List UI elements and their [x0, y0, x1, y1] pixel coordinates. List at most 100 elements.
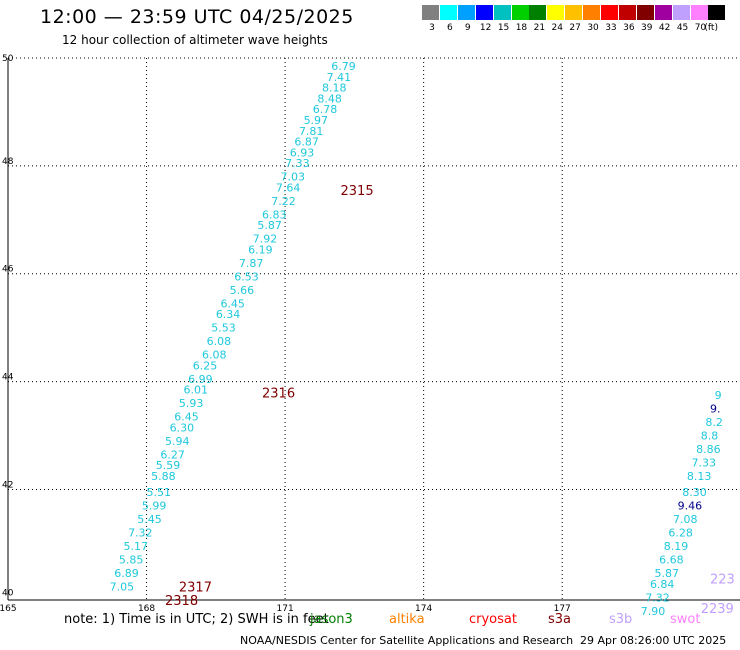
data-point-label: 6.78: [313, 103, 338, 116]
legend-swatch: [618, 5, 636, 20]
data-point-label: 6.25: [193, 359, 218, 372]
data-point-label: 7.22: [271, 195, 296, 208]
legend-label: (ft): [704, 23, 718, 33]
legend-label: 15: [497, 23, 510, 33]
data-point-label: 7.08: [673, 513, 698, 526]
data-point-label: 6.83: [262, 208, 287, 221]
page-title: 12:00 — 23:59 UTC 04/25/2025: [40, 6, 354, 28]
legend-swatch: [475, 5, 493, 20]
data-point-label: 9.: [710, 403, 721, 416]
data-point-label: 6.68: [659, 554, 684, 567]
satellite-label-swot: swot: [670, 612, 701, 627]
data-point-label: 7.32: [645, 591, 670, 604]
data-point-label: 6.45: [220, 297, 245, 310]
x-tick-label: 168: [138, 604, 155, 614]
data-point-label: 6.93: [290, 146, 315, 159]
legend-swatch: [601, 5, 618, 20]
legend-label: 6: [446, 23, 453, 33]
legend-label: 70: [694, 23, 707, 33]
data-point-label: 5.85: [119, 554, 143, 567]
legend-swatch: [690, 5, 708, 20]
legend-label: 24: [551, 23, 563, 33]
data-point-label: 7.92: [253, 233, 278, 246]
data-point-label: 8.86: [696, 443, 721, 456]
timestamp: 29 Apr 08:26:00 UTC 2025: [580, 634, 727, 647]
data-point-label: 6.84: [650, 578, 675, 591]
data-point-label: 6.28: [668, 527, 693, 540]
data-point-label: 6.30: [170, 421, 195, 434]
x-tick-label: 174: [415, 604, 432, 614]
data-point-label: 7.05: [110, 581, 135, 594]
data-point-label: 6.79: [331, 60, 356, 73]
data-point-label: 6.45: [174, 411, 199, 424]
satellite-label-cryosat: cryosat: [469, 612, 517, 627]
legend-swatch: [439, 5, 457, 20]
y-tick-label: 46: [2, 265, 14, 275]
data-point-label: 9: [715, 389, 722, 402]
data-point-label: 6.27: [160, 448, 185, 461]
legend-swatch: [529, 5, 547, 20]
pass-time-label: 2317: [179, 581, 212, 596]
satellite-label-altika: altika: [389, 612, 425, 627]
data-point-label: 7.41: [327, 71, 352, 84]
x-tick-label: 177: [554, 604, 571, 614]
legend-swatch: [654, 5, 672, 20]
legend-swatch: [583, 5, 601, 20]
y-tick-label: 42: [2, 480, 13, 490]
data-point-label: 7.33: [285, 157, 310, 170]
footer-note: note: 1) Time is in UTC; 2) SWH is in fe…: [64, 612, 329, 627]
legend-swatch: [547, 5, 565, 20]
x-tick-label: 165: [0, 604, 17, 614]
data-point-label: 6.01: [183, 384, 208, 397]
data-point-label: 5.97: [304, 114, 329, 127]
data-point-label: 6.08: [207, 335, 232, 348]
pass-time-label: 2318: [165, 594, 198, 609]
data-point-label: 6.08: [202, 349, 227, 362]
legend-label: 33: [605, 23, 617, 33]
data-point-label: 5.66: [230, 284, 255, 297]
satellite-label-s3a: s3a: [548, 612, 572, 627]
data-point-label: 8.48: [317, 92, 342, 105]
data-point-label: 5.99: [142, 500, 167, 513]
data-point-label: 8.8: [701, 430, 719, 443]
legend-swatch: [636, 5, 654, 20]
legend-label: 3: [429, 23, 435, 33]
data-point-label: 6.89: [114, 567, 139, 580]
data-point-label: 8.19: [664, 540, 689, 553]
data-point-label: 8.30: [682, 486, 707, 499]
y-tick-label: 50: [2, 54, 14, 64]
data-point-label: 7.33: [692, 456, 717, 469]
legend-swatch: [493, 5, 511, 20]
legend-label: 27: [569, 23, 581, 33]
data-point-label: 5.88: [151, 470, 176, 483]
data-point-label: 5.51: [147, 486, 172, 499]
pass-time-label: 2239: [701, 602, 734, 617]
satellite-label-jason3: jason3: [310, 612, 353, 627]
data-point-label: 7.90: [641, 605, 666, 618]
data-point-label: 8.2: [705, 416, 723, 429]
legend-swatch: [457, 5, 475, 20]
legend-label: 42: [658, 23, 671, 33]
legend-swatch: [565, 5, 583, 20]
y-tick-label: 40: [2, 588, 14, 598]
data-point-label: 5.94: [165, 435, 190, 448]
y-tick-label: 44: [2, 373, 14, 383]
data-point-label: 8.13: [687, 470, 712, 483]
data-point-label: 9.46: [678, 500, 703, 513]
legend-swatch: [708, 5, 726, 20]
legend-label: 45: [676, 23, 689, 33]
data-point-label: 6.87: [294, 136, 319, 149]
page-subtitle: 12 hour collection of altimeter wave hei…: [62, 33, 328, 47]
data-point-label: 6.99: [188, 373, 213, 386]
data-point-label: 5.45: [137, 513, 162, 526]
legend-label: 36: [623, 23, 635, 33]
data-point-label: 5.87: [257, 219, 282, 232]
data-point-label: 5.93: [179, 397, 204, 410]
data-point-label: 7.32: [128, 527, 153, 540]
pass-time-label: 2316: [262, 386, 295, 401]
legend-label: 12: [479, 23, 492, 33]
data-point-label: 7.03: [280, 171, 305, 184]
data-point-label: 7.87: [239, 257, 264, 270]
